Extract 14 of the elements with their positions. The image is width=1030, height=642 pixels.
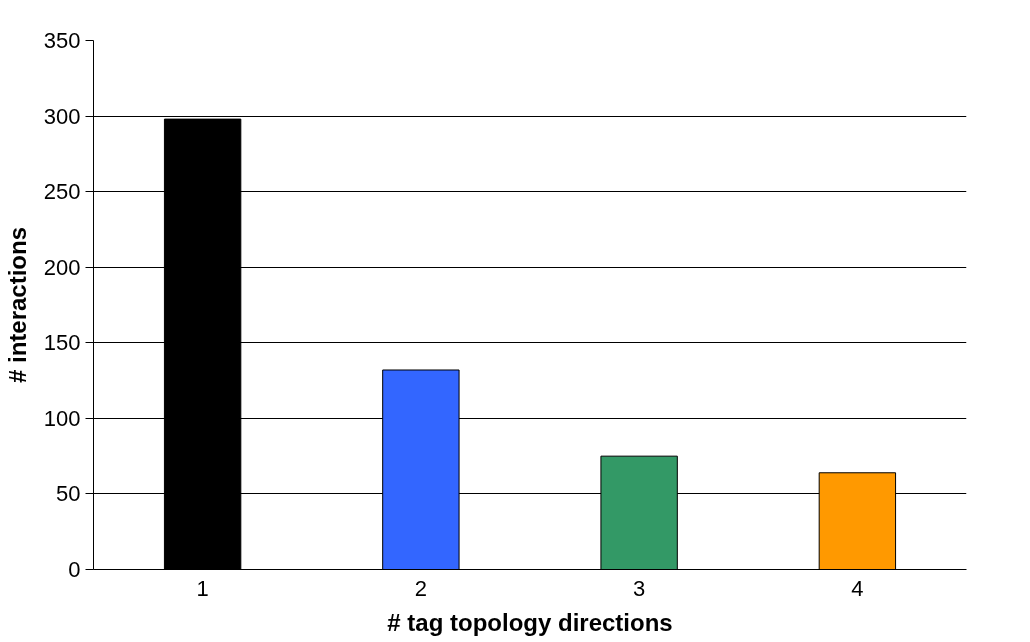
y-tick-label: 0	[68, 557, 81, 582]
x-tick-label: 3	[633, 575, 646, 601]
y-tick-label: 300	[43, 103, 81, 129]
y-tick-label: 200	[43, 254, 81, 280]
x-axis-title: # tag topology directions	[387, 608, 673, 636]
x-tick-label: 1	[196, 575, 209, 601]
x-tick-label: 2	[414, 575, 428, 601]
y-axis-title: # interactions	[3, 226, 31, 384]
x-tick-label: 4	[851, 575, 864, 601]
y-tick-label: 350	[43, 28, 81, 53]
y-tick-label: 250	[43, 179, 81, 205]
y-tick-label: 150	[43, 330, 81, 356]
y-tick-label: 50	[56, 481, 81, 507]
y-tick-label: 100	[43, 405, 81, 431]
